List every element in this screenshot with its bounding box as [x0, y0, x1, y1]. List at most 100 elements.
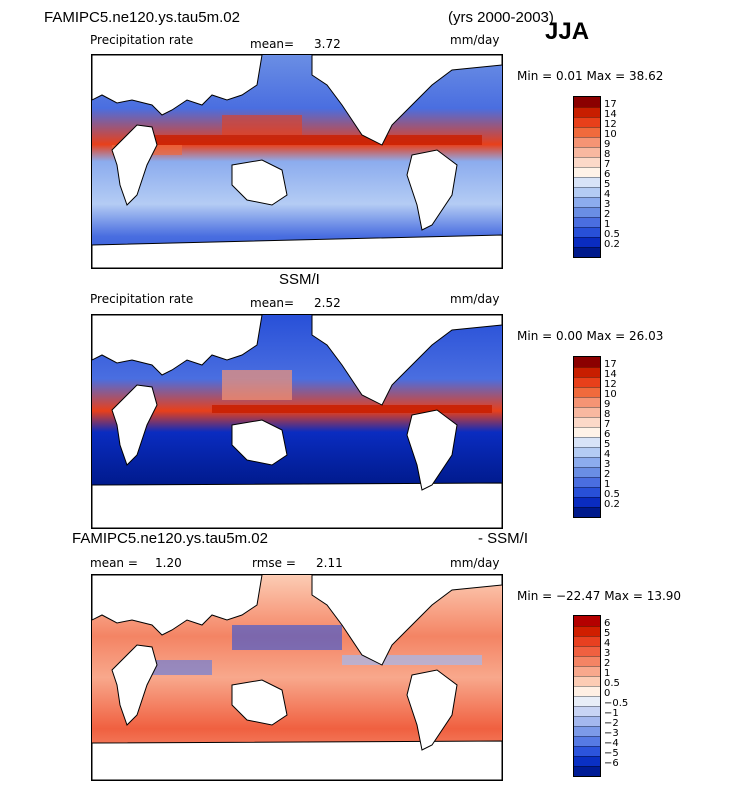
- colorbar-swatch: [574, 736, 600, 746]
- panel3-mean-value: 1.20: [155, 556, 182, 570]
- colorbar-swatch: [574, 636, 600, 646]
- colorbar-label: 0.5: [604, 489, 620, 500]
- panel1-minmax: Min = 0.01 Max = 38.62: [517, 69, 664, 83]
- colorbar-label: 6: [604, 429, 611, 440]
- panel2-title: SSM/I: [279, 271, 320, 288]
- colorbar-label: 17: [604, 359, 617, 370]
- colorbar-swatch: [574, 147, 600, 157]
- colorbar-swatch: [574, 187, 600, 197]
- colorbar-label: 4: [604, 638, 611, 649]
- panel1-variable: Precipitation rate: [90, 33, 194, 47]
- panel1-colorbar: [573, 96, 601, 258]
- colorbar-label: 9: [604, 399, 611, 410]
- colorbar-label: −2: [604, 718, 619, 729]
- colorbar-label: 1: [604, 668, 611, 679]
- colorbar-swatch: [574, 487, 600, 497]
- panel1-mean-label: mean=: [250, 37, 295, 51]
- colorbar-label: 14: [604, 369, 617, 380]
- colorbar-swatch: [574, 666, 600, 676]
- colorbar-swatch: [574, 117, 600, 127]
- colorbar-label: 0.2: [604, 499, 620, 510]
- colorbar-label: 0: [604, 688, 611, 699]
- colorbar-swatch: [574, 447, 600, 457]
- colorbar-swatch: [574, 387, 600, 397]
- colorbar-swatch: [574, 197, 600, 207]
- colorbar-swatch: [574, 397, 600, 407]
- panel3-rmse-value: 2.11: [316, 556, 343, 570]
- colorbar-swatch: [574, 616, 600, 626]
- colorbar-label: 0.2: [604, 239, 620, 250]
- colorbar-swatch: [574, 497, 600, 507]
- colorbar-swatch: [574, 367, 600, 377]
- panel3-minmax: Min = −22.47 Max = 13.90: [517, 589, 682, 603]
- colorbar-swatch: [574, 477, 600, 487]
- colorbar-label: 7: [604, 159, 611, 170]
- colorbar-label: 2: [604, 658, 611, 669]
- colorbar-label: −4: [604, 738, 619, 749]
- years-label: (yrs 2000-2003): [448, 9, 554, 26]
- colorbar-swatch: [574, 716, 600, 726]
- colorbar-swatch: [574, 237, 600, 247]
- colorbar-label: 0.5: [604, 229, 620, 240]
- colorbar-label: 12: [604, 379, 617, 390]
- colorbar-swatch: [574, 127, 600, 137]
- panel3-map-graphic: [92, 575, 502, 780]
- panel1-units: mm/day: [450, 33, 500, 47]
- colorbar-label: 2: [604, 469, 611, 480]
- colorbar-label: 6: [604, 169, 611, 180]
- colorbar-label: 4: [604, 449, 611, 460]
- colorbar-swatch: [574, 177, 600, 187]
- panel3-title-right: - SSM/I: [478, 530, 529, 547]
- colorbar-swatch: [574, 507, 600, 517]
- colorbar-swatch: [574, 157, 600, 167]
- colorbar-swatch: [574, 656, 600, 666]
- colorbar-swatch: [574, 407, 600, 417]
- colorbar-swatch: [574, 227, 600, 237]
- colorbar-label: 14: [604, 109, 617, 120]
- colorbar-label: 8: [604, 409, 611, 420]
- colorbar-label: −6: [604, 758, 619, 769]
- colorbar-swatch: [574, 646, 600, 656]
- colorbar-swatch: [574, 756, 600, 766]
- model-title: FAMIPC5.ne120.ys.tau5m.02: [44, 9, 240, 26]
- colorbar-swatch: [574, 437, 600, 447]
- colorbar-label: 3: [604, 648, 611, 659]
- colorbar-swatch: [574, 766, 600, 776]
- colorbar-label: −3: [604, 728, 619, 739]
- colorbar-swatch: [574, 706, 600, 716]
- panel3-mean-label: mean =: [90, 556, 138, 570]
- colorbar-swatch: [574, 726, 600, 736]
- colorbar-label: 8: [604, 149, 611, 160]
- colorbar-label: 4: [604, 189, 611, 200]
- colorbar-label: 5: [604, 179, 611, 190]
- colorbar-label: 5: [604, 628, 611, 639]
- colorbar-swatch: [574, 207, 600, 217]
- panel3-colorbar: [573, 615, 601, 777]
- colorbar-label: −0.5: [604, 698, 629, 709]
- panel3-units: mm/day: [450, 556, 500, 570]
- colorbar-label: 3: [604, 459, 611, 470]
- colorbar-swatch: [574, 626, 600, 636]
- colorbar-swatch: [574, 457, 600, 467]
- colorbar-label: 1: [604, 479, 611, 490]
- panel3-title: FAMIPC5.ne120.ys.tau5m.02: [72, 530, 268, 547]
- colorbar-swatch: [574, 676, 600, 686]
- colorbar-swatch: [574, 696, 600, 706]
- colorbar-label: 0.5: [604, 678, 620, 689]
- colorbar-swatch: [574, 467, 600, 477]
- colorbar-swatch: [574, 217, 600, 227]
- panel1-mean-value: 3.72: [314, 37, 341, 51]
- colorbar-label: −1: [604, 708, 619, 719]
- colorbar-label: 12: [604, 119, 617, 130]
- colorbar-label: 7: [604, 419, 611, 430]
- colorbar-label: 3: [604, 199, 611, 210]
- panel2-mean-value: 2.52: [314, 296, 341, 310]
- colorbar-label: 2: [604, 209, 611, 220]
- panel1-map: [91, 54, 503, 269]
- colorbar-swatch: [574, 746, 600, 756]
- colorbar-swatch: [574, 107, 600, 117]
- panel1-map-graphic: [92, 55, 502, 268]
- colorbar-swatch: [574, 167, 600, 177]
- colorbar-label: −5: [604, 748, 619, 759]
- panel3-rmse-label: rmse =: [252, 556, 296, 570]
